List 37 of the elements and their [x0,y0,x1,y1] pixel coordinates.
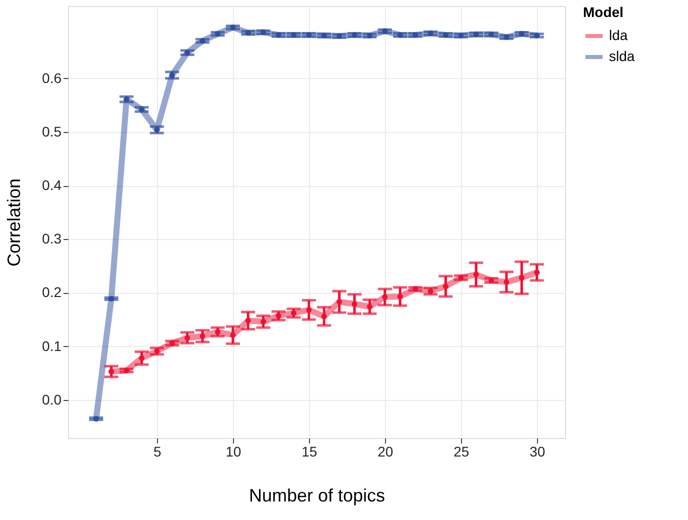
x-tick-label: 10 [226,444,242,460]
x-axis-title: Number of topics [248,486,386,506]
y-tick-label: 0.3 [42,230,62,247]
y-tick-label: 0.1 [42,338,62,354]
point [260,318,266,324]
point [366,304,372,310]
y-tick-label: 0.0 [42,391,62,408]
y-tick-label: 0.5 [42,123,62,140]
point [306,307,312,313]
point [138,355,144,361]
point [184,335,190,341]
x-tick-label: 5 [154,444,162,460]
point [245,318,251,324]
point [336,299,342,305]
y-tick-label: 0.2 [42,284,62,300]
point [397,294,403,300]
point [504,279,510,285]
point [382,294,388,300]
point [108,368,114,374]
point [442,284,448,290]
point [352,301,358,307]
legend-label: slda [609,48,635,64]
point [230,332,236,338]
x-tick-label: 20 [378,444,394,460]
x-tick-label: 25 [454,444,470,460]
x-tick-label: 30 [530,444,546,460]
point [518,275,524,280]
legend-label: lda [609,27,628,43]
y-axis-title: Correlation [4,178,24,267]
y-tick-label: 0.6 [42,70,62,86]
point [534,270,540,276]
x-tick-label: 15 [302,444,318,460]
point [321,314,327,320]
y-tick-label: 0.4 [42,177,62,194]
legend-title: Model [583,4,624,20]
point [473,272,479,278]
point [200,333,206,339]
